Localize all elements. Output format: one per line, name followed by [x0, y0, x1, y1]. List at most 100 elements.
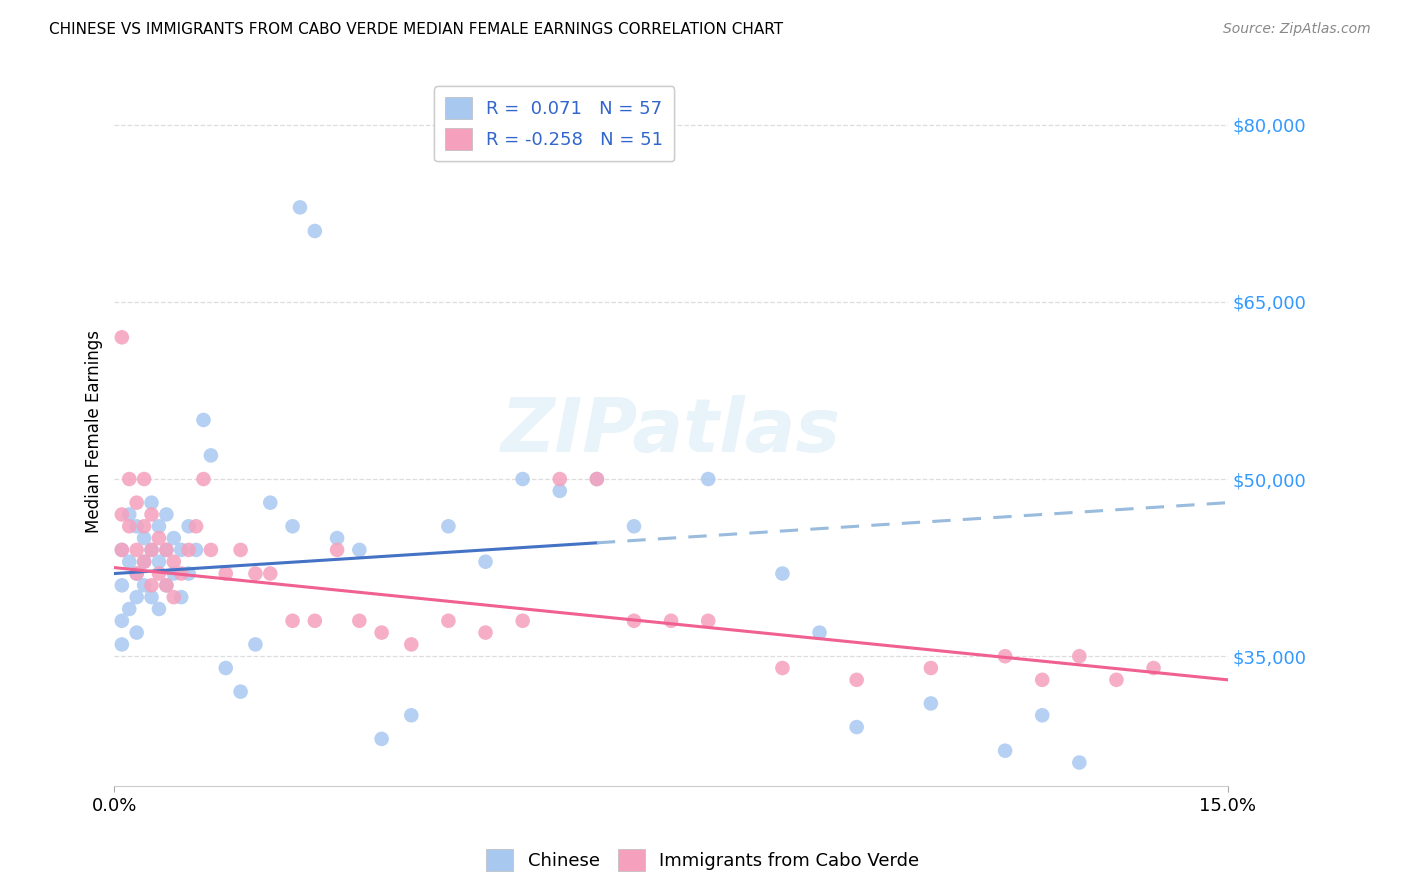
Point	[148, 602, 170, 616]
Point	[118, 602, 141, 616]
Point	[1142, 661, 1164, 675]
Point	[349, 542, 371, 557]
Point	[111, 614, 134, 628]
Point	[659, 614, 682, 628]
Point	[474, 625, 496, 640]
Point	[401, 708, 423, 723]
Text: Source: ZipAtlas.com: Source: ZipAtlas.com	[1223, 22, 1371, 37]
Point	[163, 555, 186, 569]
Point	[118, 508, 141, 522]
Point	[245, 637, 267, 651]
Point	[845, 720, 868, 734]
Point	[281, 614, 304, 628]
Point	[132, 519, 155, 533]
Point	[623, 614, 645, 628]
Point	[401, 637, 423, 651]
Point	[1105, 673, 1128, 687]
Point	[697, 614, 720, 628]
Point	[155, 542, 177, 557]
Point	[141, 496, 163, 510]
Point	[111, 578, 134, 592]
Point	[125, 590, 148, 604]
Point	[229, 684, 252, 698]
Point	[125, 566, 148, 581]
Point	[170, 590, 193, 604]
Point	[141, 590, 163, 604]
Point	[370, 731, 392, 746]
Point	[586, 472, 609, 486]
Point	[512, 472, 534, 486]
Point	[177, 519, 200, 533]
Point	[994, 649, 1017, 664]
Point	[437, 614, 460, 628]
Point	[193, 413, 215, 427]
Point	[1069, 756, 1091, 770]
Point	[193, 472, 215, 486]
Point	[141, 542, 163, 557]
Point	[125, 566, 148, 581]
Point	[349, 614, 371, 628]
Point	[200, 542, 222, 557]
Point	[132, 472, 155, 486]
Point	[132, 531, 155, 545]
Point	[141, 508, 163, 522]
Legend: Chinese, Immigrants from Cabo Verde: Chinese, Immigrants from Cabo Verde	[479, 842, 927, 879]
Point	[920, 697, 942, 711]
Point	[177, 566, 200, 581]
Point	[163, 531, 186, 545]
Point	[132, 555, 155, 569]
Point	[177, 542, 200, 557]
Point	[474, 555, 496, 569]
Point	[845, 673, 868, 687]
Point	[118, 555, 141, 569]
Point	[259, 566, 281, 581]
Point	[111, 542, 134, 557]
Point	[155, 508, 177, 522]
Point	[586, 472, 609, 486]
Point	[437, 519, 460, 533]
Point	[326, 542, 349, 557]
Text: CHINESE VS IMMIGRANTS FROM CABO VERDE MEDIAN FEMALE EARNINGS CORRELATION CHART: CHINESE VS IMMIGRANTS FROM CABO VERDE ME…	[49, 22, 783, 37]
Point	[215, 661, 238, 675]
Point	[512, 614, 534, 628]
Point	[770, 661, 793, 675]
Point	[229, 542, 252, 557]
Point	[808, 625, 831, 640]
Point	[148, 566, 170, 581]
Point	[281, 519, 304, 533]
Point	[697, 472, 720, 486]
Point	[148, 555, 170, 569]
Point	[141, 578, 163, 592]
Point	[111, 330, 134, 344]
Point	[184, 519, 207, 533]
Point	[155, 578, 177, 592]
Point	[548, 472, 571, 486]
Point	[184, 542, 207, 557]
Point	[304, 614, 326, 628]
Point	[304, 224, 326, 238]
Point	[155, 542, 177, 557]
Point	[170, 566, 193, 581]
Point	[1031, 673, 1053, 687]
Point	[125, 519, 148, 533]
Point	[548, 483, 571, 498]
Point	[770, 566, 793, 581]
Point	[994, 744, 1017, 758]
Point	[215, 566, 238, 581]
Point	[118, 519, 141, 533]
Point	[155, 578, 177, 592]
Point	[125, 496, 148, 510]
Point	[125, 625, 148, 640]
Legend: R =  0.071   N = 57, R = -0.258   N = 51: R = 0.071 N = 57, R = -0.258 N = 51	[434, 87, 675, 161]
Y-axis label: Median Female Earnings: Median Female Earnings	[86, 330, 103, 533]
Point	[326, 531, 349, 545]
Point	[245, 566, 267, 581]
Point	[132, 578, 155, 592]
Point	[132, 555, 155, 569]
Point	[148, 519, 170, 533]
Point	[200, 449, 222, 463]
Point	[118, 472, 141, 486]
Point	[288, 200, 311, 214]
Text: ZIPatlas: ZIPatlas	[501, 395, 841, 468]
Point	[111, 542, 134, 557]
